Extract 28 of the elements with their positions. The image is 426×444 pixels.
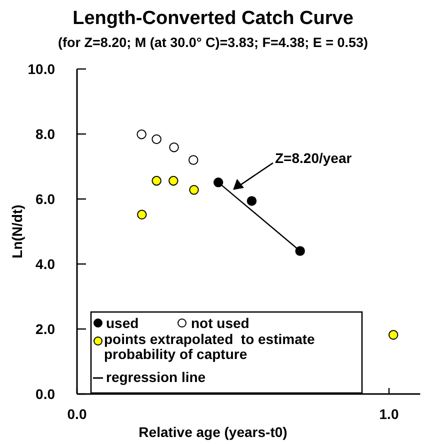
annotation: Z=8.20/year	[275, 150, 352, 166]
point	[188, 155, 198, 165]
y-tick-label: 8.0	[36, 126, 56, 142]
point	[213, 178, 224, 188]
point	[169, 142, 179, 152]
legend-label: not used	[191, 315, 250, 331]
legend-label: used	[106, 315, 139, 331]
y-tick-label: 0.0	[36, 386, 56, 402]
point	[136, 129, 146, 140]
legend-label: points extrapolated to estimate probability of capture	[104, 331, 316, 362]
chart-subtitle: (for Z=8.20; M (at 30.0° C)=3.83; F=4.38; E = 0.53)	[58, 35, 368, 50]
point	[388, 330, 398, 340]
y-tick-label: 4.0	[36, 256, 56, 272]
point	[295, 246, 305, 256]
point	[246, 196, 257, 206]
point	[168, 176, 178, 186]
legend-label: regression line	[106, 369, 206, 385]
y-tick-label: 2.0	[36, 321, 56, 337]
point	[137, 210, 147, 220]
y-tick-label: 6.0	[36, 191, 56, 207]
x-tick-label: 1.0	[379, 406, 399, 422]
y-axis-title: Ln(N/dt)	[9, 204, 25, 258]
point	[189, 185, 199, 195]
point	[152, 134, 162, 144]
point	[152, 176, 162, 186]
chart-title: Length-Converted Catch Curve	[72, 8, 354, 29]
y-tick-label: 10.0	[28, 61, 56, 77]
x-axis-title: Relative age (years-t0)	[138, 424, 288, 440]
